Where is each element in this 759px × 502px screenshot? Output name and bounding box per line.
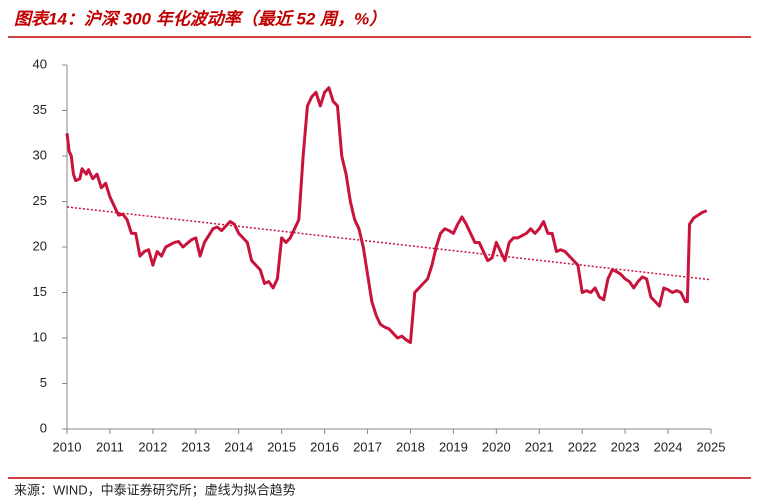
x-tick-label: 2020: [482, 439, 511, 454]
x-tick-label: 2017: [353, 439, 382, 454]
y-tick-label: 10: [33, 329, 47, 344]
y-tick-label: 20: [33, 238, 47, 253]
x-tick-label: 2021: [525, 439, 554, 454]
chart-title: 图表14：沪深 300 年化波动率（最近 52 周，%）: [14, 9, 386, 28]
y-tick-label: 5: [40, 375, 47, 390]
x-tick-label: 2025: [697, 439, 726, 454]
x-tick-label: 2014: [224, 439, 253, 454]
x-tick-label: 2011: [96, 439, 124, 454]
y-tick-label: 40: [33, 56, 47, 71]
y-tick-label: 35: [33, 102, 47, 117]
y-tick-label: 30: [33, 147, 47, 162]
x-tick-label: 2016: [310, 439, 339, 454]
x-tick-label: 2012: [138, 439, 167, 454]
y-tick-label: 15: [33, 284, 47, 299]
x-tick-label: 2018: [396, 439, 425, 454]
x-tick-label: 2024: [654, 439, 683, 454]
line-series: [65, 86, 708, 345]
x-tick-label: 2022: [568, 439, 597, 454]
x-tick-label: 2015: [267, 439, 296, 454]
x-tick-label: 2023: [611, 439, 640, 454]
x-tick-label: 2013: [181, 439, 210, 454]
x-tick-label: 2019: [439, 439, 468, 454]
y-tick-label: 0: [40, 420, 47, 435]
source: 来源：WIND，中泰证券研究所；虚线为拟合趋势: [14, 482, 296, 498]
y-tick-label: 25: [33, 193, 47, 208]
x-tick-label: 2010: [53, 439, 82, 454]
trend-line: [66, 206, 712, 281]
